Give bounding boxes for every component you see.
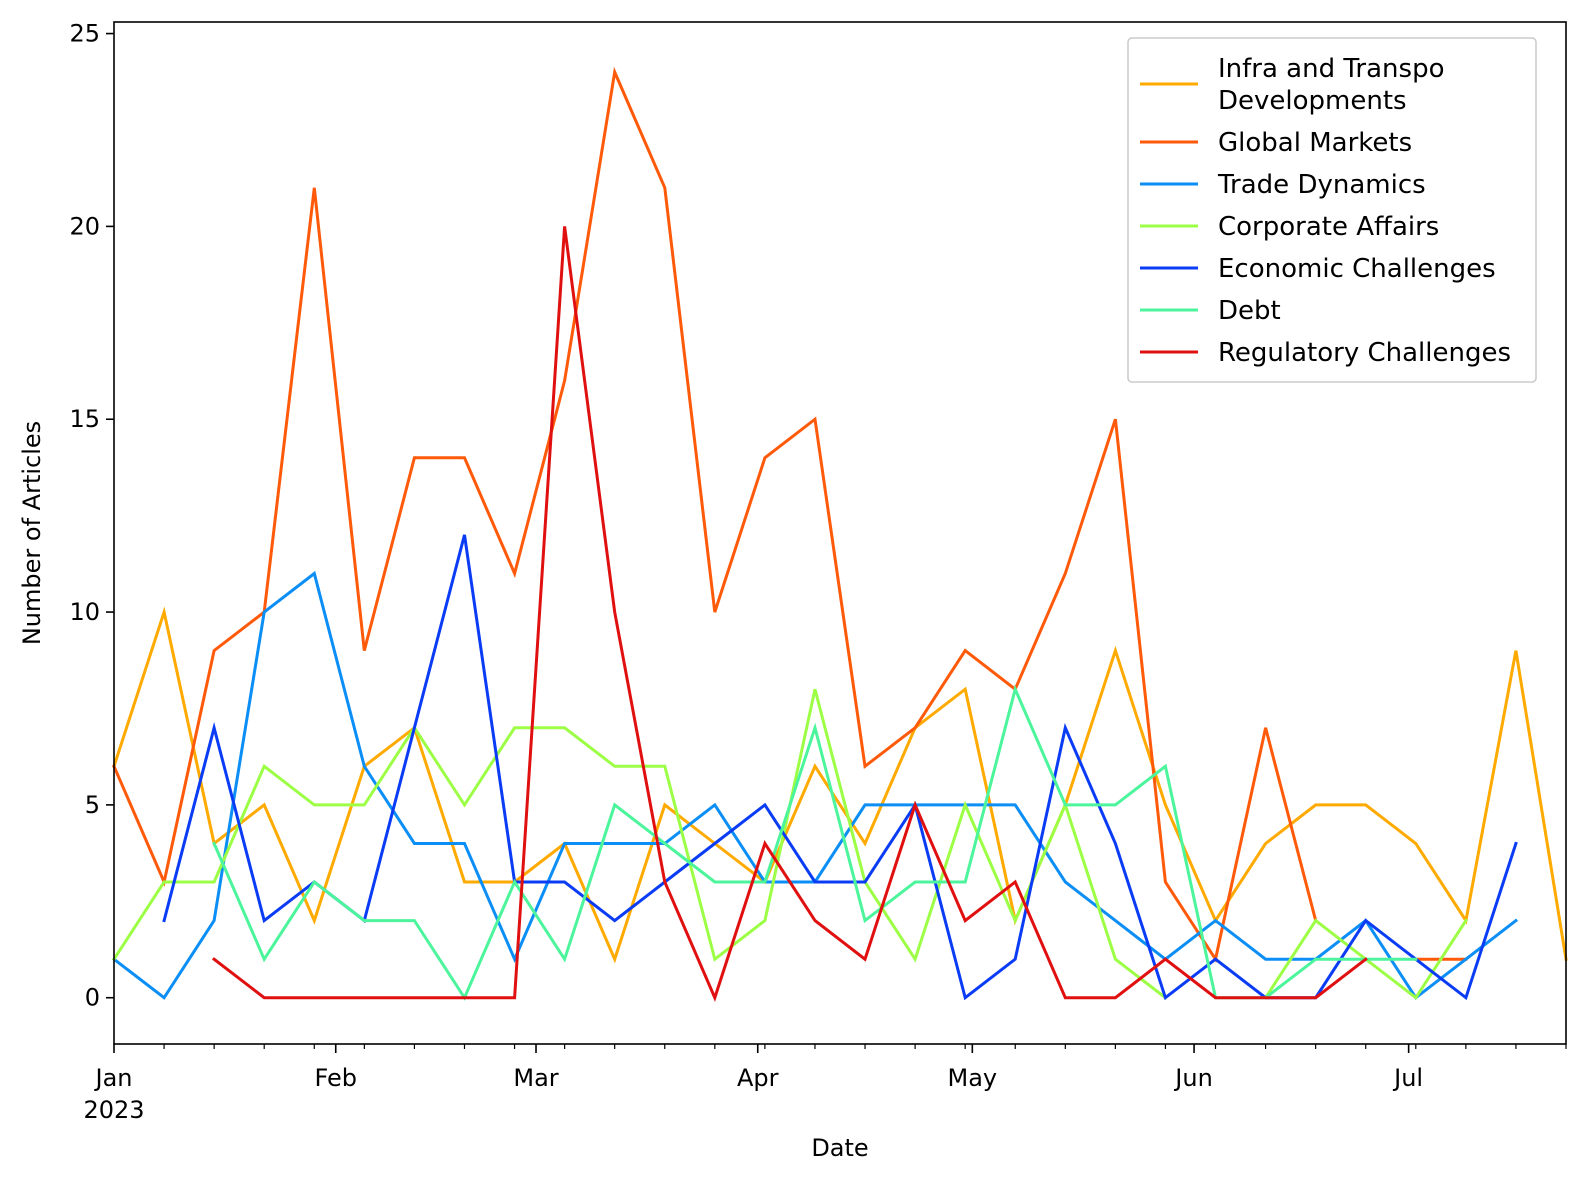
series-layer bbox=[111, 66, 1568, 1002]
axis-layer: 0 5 10 15 20 25 Jan 2023 Feb Mar Apr May Jun Jul bbox=[69, 20, 1567, 1124]
legend-box bbox=[1127, 37, 1537, 383]
y-tick-label-3: 15 bbox=[69, 405, 100, 433]
y-axis-label: Number of Articles bbox=[18, 421, 46, 645]
x-tick-label-5: Jun bbox=[1173, 1064, 1213, 1092]
legend-label-6: Regulatory Challenges bbox=[1218, 338, 1511, 368]
x-tick-label-1: Feb bbox=[314, 1064, 357, 1092]
x-tick-label-3: Apr bbox=[737, 1064, 779, 1092]
y-tick-label-5: 25 bbox=[69, 20, 100, 48]
y-tick-label-0: 0 bbox=[85, 984, 100, 1012]
x-axis-label: Date bbox=[811, 1134, 868, 1162]
legend-label-5: Debt bbox=[1218, 296, 1281, 326]
y-tick-label-4: 20 bbox=[69, 212, 100, 240]
y-tick-label-2: 10 bbox=[69, 598, 100, 626]
series-line-6 bbox=[211, 226, 1368, 1002]
legend-label-4: Economic Challenges bbox=[1218, 254, 1496, 284]
plot-frame bbox=[113, 21, 1567, 1045]
legend-label-0-line-0: Infra and Transpo bbox=[1218, 54, 1444, 84]
legend-label-2: Trade Dynamics bbox=[1217, 170, 1426, 200]
series-line-0 bbox=[112, 606, 1568, 964]
x-tick-label-6: Jul bbox=[1392, 1064, 1423, 1092]
legend-label-1: Global Markets bbox=[1218, 128, 1412, 158]
y-tick-label-1: 5 bbox=[85, 791, 100, 819]
legend-label-0-line-1: Developments bbox=[1218, 86, 1407, 116]
legend-label-3: Corporate Affairs bbox=[1218, 212, 1439, 242]
x-tick-label-0: Jan bbox=[94, 1064, 133, 1092]
x-tick-sublabel-0: 2023 bbox=[83, 1096, 144, 1124]
x-tick-label-2: Mar bbox=[513, 1064, 558, 1092]
x-tick-label-4: May bbox=[948, 1064, 998, 1092]
